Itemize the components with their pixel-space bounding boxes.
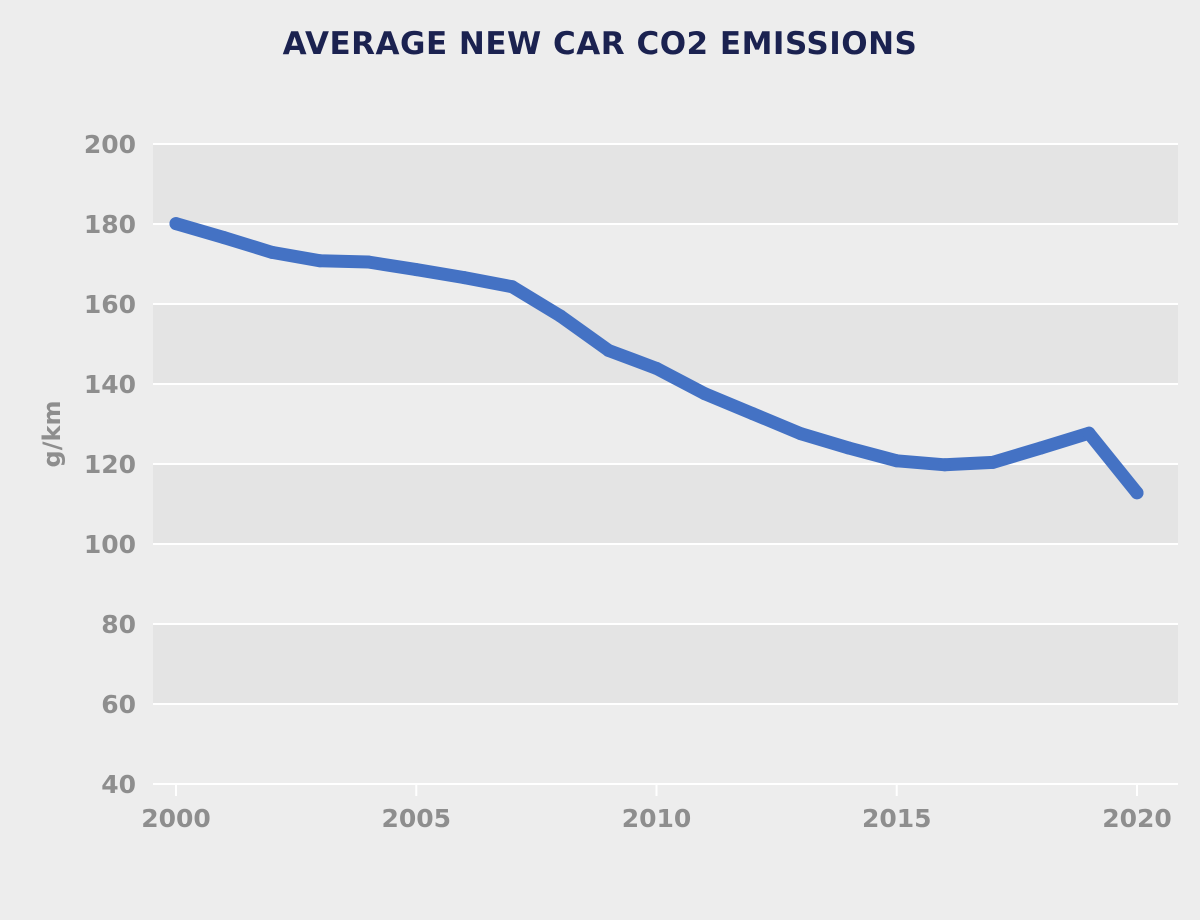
x-tick-label: 2015 xyxy=(862,804,932,833)
y-tick-label: 180 xyxy=(84,210,136,239)
data-point xyxy=(361,255,375,269)
plot-band xyxy=(153,624,1178,704)
y-tick-label: 140 xyxy=(84,370,136,399)
data-point xyxy=(842,441,856,455)
y-tick-label: 120 xyxy=(84,450,136,479)
data-point xyxy=(794,427,808,441)
data-point xyxy=(265,245,279,259)
data-point xyxy=(505,280,519,294)
y-axis-ticks: 40 60 80 100 120 140 160 180 200 xyxy=(84,130,136,799)
data-point xyxy=(313,254,327,268)
data-point xyxy=(1034,441,1048,455)
y-tick-label: 200 xyxy=(84,130,136,159)
x-tick-label: 2000 xyxy=(141,804,211,833)
y-tick-label: 60 xyxy=(101,690,136,719)
data-point xyxy=(601,343,615,357)
chart-title: AVERAGE NEW CAR CO2 EMISSIONS xyxy=(282,26,918,62)
y-tick-label: 160 xyxy=(84,290,136,319)
series-layer xyxy=(169,217,1144,500)
data-point xyxy=(217,231,231,245)
data-point xyxy=(986,455,1000,469)
y-tick-label: 100 xyxy=(84,530,136,559)
data-point xyxy=(553,309,567,323)
data-point xyxy=(650,361,663,375)
x-tick-label: 2020 xyxy=(1102,804,1172,833)
y-tick-label: 80 xyxy=(101,610,136,639)
data-point xyxy=(169,217,183,231)
data-point xyxy=(1130,486,1144,500)
data-point xyxy=(890,454,904,468)
plot-background-bands xyxy=(153,144,1178,704)
x-axis-ticks: 2000 2005 2010 2015 2020 xyxy=(141,784,1172,833)
plot-band xyxy=(153,464,1178,544)
data-point xyxy=(1082,426,1096,440)
y-axis-label: g/km xyxy=(38,401,66,468)
gridlines xyxy=(153,143,1178,785)
data-point xyxy=(938,458,952,472)
data-point xyxy=(457,271,471,285)
x-tick-label: 2005 xyxy=(381,804,451,833)
plot-band xyxy=(153,144,1178,224)
data-point xyxy=(698,387,712,401)
data-point xyxy=(746,407,760,421)
y-tick-label: 40 xyxy=(101,770,136,799)
x-tick-label: 2010 xyxy=(622,804,692,833)
data-point xyxy=(409,263,423,277)
